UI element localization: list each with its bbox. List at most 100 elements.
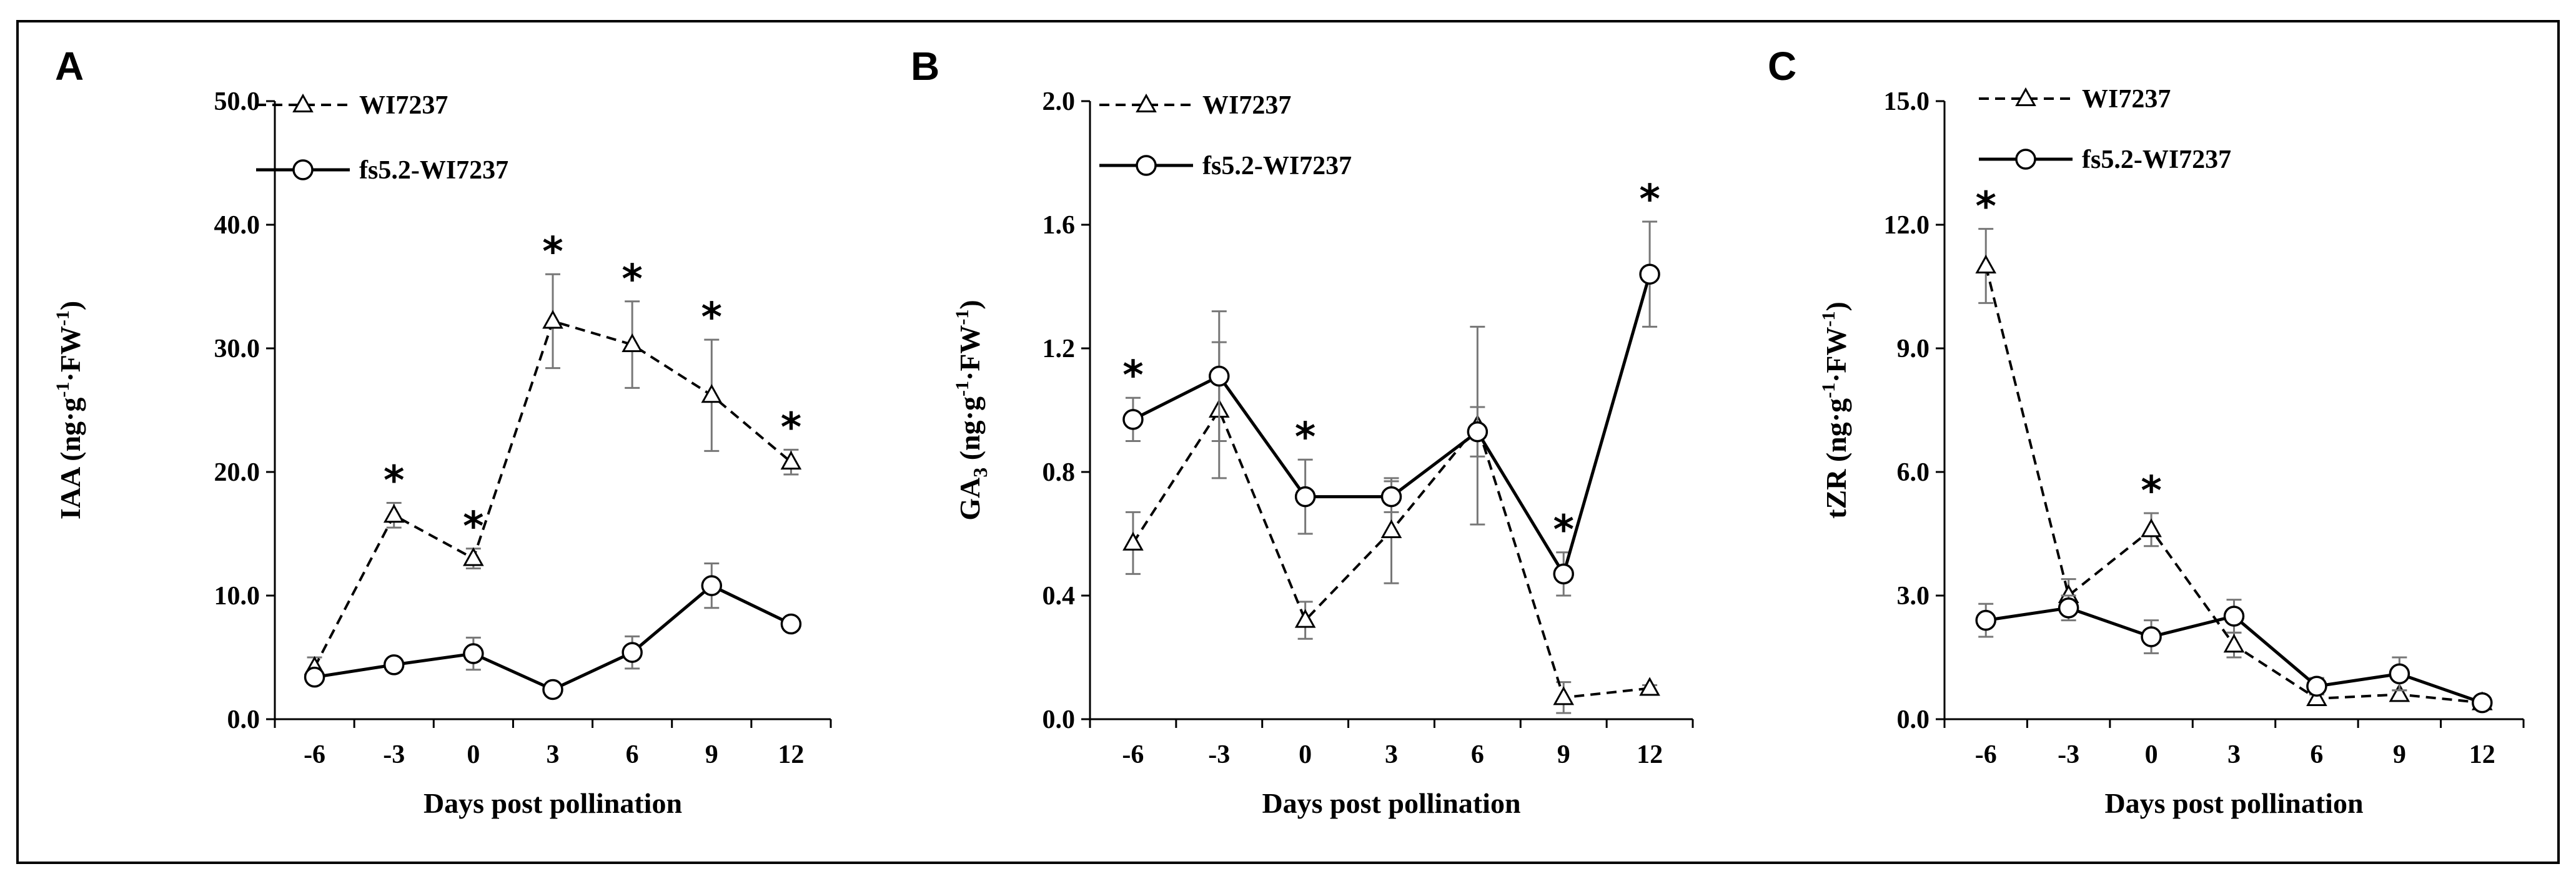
x-tick-label: 9 xyxy=(1557,740,1570,769)
marker-triangle xyxy=(542,310,563,329)
x-axis-title: Days post pollination xyxy=(2104,787,2363,819)
y-axis-title-superscript: -1 xyxy=(1818,383,1839,398)
panel-letter: B xyxy=(911,44,939,89)
y-tick-label: 1.2 xyxy=(1043,335,1076,363)
marker-circle xyxy=(463,643,484,664)
y-tick-label: 0.0 xyxy=(227,705,260,734)
legend-label-fs52-wi7237: fs5.2-WI7237 xyxy=(1202,152,1352,180)
significance-star: * xyxy=(701,295,722,341)
legend-marker-circle xyxy=(292,159,314,180)
marker-circle xyxy=(701,575,723,596)
y-tick-label: 30.0 xyxy=(214,335,260,363)
marker-triangle xyxy=(1975,254,1997,273)
legend-marker-triangle xyxy=(292,93,314,112)
panel-letter: A xyxy=(55,44,84,89)
y-axis-title-superscript: -1 xyxy=(952,310,973,325)
y-axis-title-text: ·FW xyxy=(954,325,986,381)
marker-triangle xyxy=(2389,683,2410,702)
marker-circle xyxy=(1553,563,1574,585)
marker-triangle xyxy=(383,504,405,523)
marker-circle xyxy=(1122,409,1144,430)
marker-triangle xyxy=(1294,609,1316,628)
legend-label-fs52-wi7237: fs5.2-WI7237 xyxy=(359,156,508,185)
marker-triangle xyxy=(1380,519,1402,539)
significance-star: * xyxy=(1553,508,1573,554)
legend-label-wi7237: WI7237 xyxy=(359,91,448,120)
marker-triangle xyxy=(1553,686,1575,705)
y-axis-title-text: ) xyxy=(54,301,86,310)
marker-circle xyxy=(304,666,325,688)
significance-star: * xyxy=(1639,177,1660,223)
marker-circle xyxy=(2223,606,2245,627)
significance-star: * xyxy=(2141,468,2161,514)
x-tick-label: -6 xyxy=(1122,740,1144,769)
y-axis-title-text: ·FW xyxy=(1820,327,1852,382)
significance-star: * xyxy=(1122,353,1143,399)
marker-circle xyxy=(1294,486,1316,508)
legend-label-wi7237: WI7237 xyxy=(1202,91,1291,120)
x-tick-label: 6 xyxy=(626,740,639,769)
panel-b: B 0.0 0.4 0.8 1.2 1.6 2.0 -6 -3 0 3 6 9 12 Days post p… xyxy=(911,44,1694,819)
y-tick-label: 1.6 xyxy=(1043,211,1076,240)
significance-star: * xyxy=(781,405,801,451)
x-tick-label: 3 xyxy=(547,740,560,769)
y-axis-title-text: ) xyxy=(1820,302,1852,311)
marker-circle xyxy=(622,642,643,663)
marker-circle xyxy=(2141,626,2162,647)
panel-c: C 0.0 3.0 6.0 9.0 12.0 15.0 -6 -3 0 3 6 9 12 Days post… xyxy=(1768,44,2525,819)
x-tick-label: 12 xyxy=(2469,740,2495,769)
marker-triangle xyxy=(2223,634,2245,653)
marker-circle xyxy=(2389,663,2410,685)
significance-star: * xyxy=(622,257,642,303)
legend-label-fs52-wi7237: fs5.2-WI7237 xyxy=(2082,145,2231,174)
y-tick-label: 9.0 xyxy=(1897,335,1930,363)
marker-circle xyxy=(2058,597,2079,619)
marker-circle xyxy=(1639,263,1660,285)
significance-star: * xyxy=(463,504,483,550)
y-tick-label: 3.0 xyxy=(1897,582,1930,611)
series-line-fs52-wi7237 xyxy=(314,584,792,692)
legend-label-wi7237: WI7237 xyxy=(2082,85,2171,114)
x-tick-label: -6 xyxy=(304,740,325,769)
y-axis-title-subscript: 3 xyxy=(969,468,991,478)
y-tick-label: 0.8 xyxy=(1043,458,1076,487)
x-tick-label: 3 xyxy=(2227,740,2241,769)
y-axis-title-text: ·FW xyxy=(54,326,86,381)
y-tick-label: 40.0 xyxy=(214,211,260,240)
x-tick-label: 0 xyxy=(1299,740,1312,769)
x-tick-label: -3 xyxy=(383,740,405,769)
marker-circle xyxy=(1467,421,1489,443)
y-axis-title-superscript: -1 xyxy=(1818,311,1839,327)
y-axis-title-text: ) xyxy=(954,300,986,309)
legend-marker-triangle xyxy=(2015,87,2036,106)
y-tick-label: 10.0 xyxy=(214,582,260,611)
legend-marker-circle xyxy=(2015,149,2036,170)
marker-circle xyxy=(542,679,563,700)
y-tick-label: 0.0 xyxy=(1043,705,1076,734)
marker-circle xyxy=(780,613,802,635)
marker-circle xyxy=(1209,365,1230,387)
y-tick-label: 20.0 xyxy=(214,458,260,487)
legend-marker-circle xyxy=(1136,155,1157,176)
marker-triangle xyxy=(2306,687,2327,706)
x-tick-label: 9 xyxy=(2393,740,2406,769)
significance-star: * xyxy=(1975,184,1996,230)
marker-triangle xyxy=(1639,677,1660,696)
x-axis-title: Days post pollination xyxy=(1262,787,1520,819)
x-tick-label: 0 xyxy=(467,740,480,769)
significance-star: * xyxy=(542,229,563,275)
panel-a: A 0.0 10.0 20.0 30.0 40.0 50.0 -6 -3 0 3 6 9 12 Days p… xyxy=(52,44,832,819)
x-tick-label: 0 xyxy=(2145,740,2158,769)
x-tick-label: 9 xyxy=(705,740,718,769)
marker-triangle xyxy=(780,451,802,470)
legend-marker-triangle xyxy=(1136,93,1157,112)
y-tick-label: 0.0 xyxy=(1897,705,1930,734)
y-axis-title-superscript: -1 xyxy=(52,310,73,326)
y-axis-title: GA3 (ng·g-1·FW-1) xyxy=(952,300,991,521)
marker-circle xyxy=(2472,692,2493,714)
y-tick-label: 0.4 xyxy=(1043,582,1076,611)
y-axis-title-superscript: -1 xyxy=(52,382,73,398)
x-axis-title: Days post pollination xyxy=(424,787,682,819)
marker-circle xyxy=(2306,675,2327,697)
